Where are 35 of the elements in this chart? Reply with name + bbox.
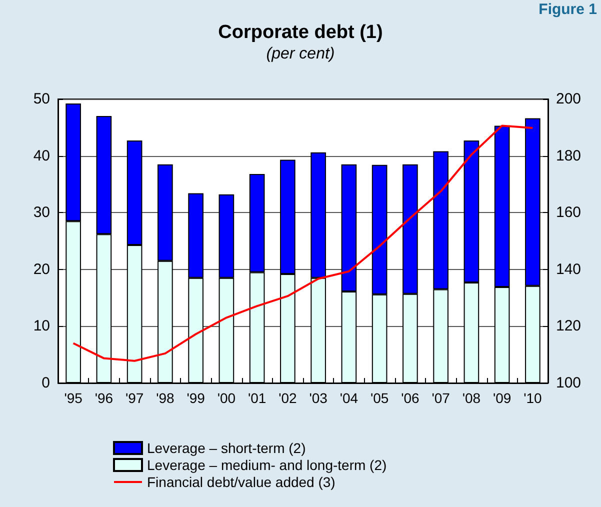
x-tick-label: '03 xyxy=(309,390,328,406)
y-tick-label: 50 xyxy=(33,90,50,108)
legend-label: Leverage – short-term (2) xyxy=(147,440,306,456)
y-tick-label: 30 xyxy=(33,204,50,222)
legend-label: Leverage – medium- and long-term (2) xyxy=(147,457,387,473)
x-tick-label: '08 xyxy=(462,390,481,406)
x-tick-label: '99 xyxy=(186,390,206,406)
y2-tick-label: 200 xyxy=(556,90,582,108)
y-tick-label: 40 xyxy=(33,147,50,164)
y-tick-label: 20 xyxy=(33,260,50,278)
y-tick-label: 10 xyxy=(33,318,50,335)
x-tick-label: '00 xyxy=(217,390,236,406)
x-tick-label: '09 xyxy=(492,390,512,406)
y2-tick-label: 100 xyxy=(556,374,582,392)
x-tick-label: '04 xyxy=(340,390,358,406)
chart-subtitle: (per cent) xyxy=(266,46,335,62)
legend-label: Financial debt/value added (3) xyxy=(147,474,336,490)
x-tick-label: '10 xyxy=(524,390,542,406)
y2-tick-label: 140 xyxy=(556,260,582,278)
y2-tick-label: 160 xyxy=(556,204,582,222)
x-tick-label: '96 xyxy=(94,390,114,406)
x-tick-label: '05 xyxy=(370,390,389,406)
chart-title: Corporate debt (1) xyxy=(218,22,383,43)
x-tick-label: '02 xyxy=(278,390,298,406)
y2-tick-label: 120 xyxy=(556,318,582,335)
y2-tick-label: 180 xyxy=(556,147,582,164)
y-tick-label: 0 xyxy=(42,374,50,392)
x-tick-label: '01 xyxy=(248,390,266,406)
x-tick-label: '98 xyxy=(156,390,175,406)
x-tick-label: '97 xyxy=(125,390,144,406)
x-tick-label: '95 xyxy=(64,390,83,406)
line-series xyxy=(72,124,534,362)
caption: Figure 1 xyxy=(538,1,598,18)
x-tick-label: '07 xyxy=(432,390,450,406)
x-tick-label: '06 xyxy=(401,390,420,406)
